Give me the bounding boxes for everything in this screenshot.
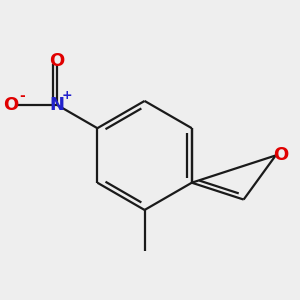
Text: -: - — [19, 89, 25, 103]
Text: +: + — [62, 89, 72, 102]
Text: O: O — [3, 96, 19, 114]
Text: O: O — [274, 146, 289, 164]
Text: N: N — [50, 96, 65, 114]
Text: O: O — [50, 52, 65, 70]
